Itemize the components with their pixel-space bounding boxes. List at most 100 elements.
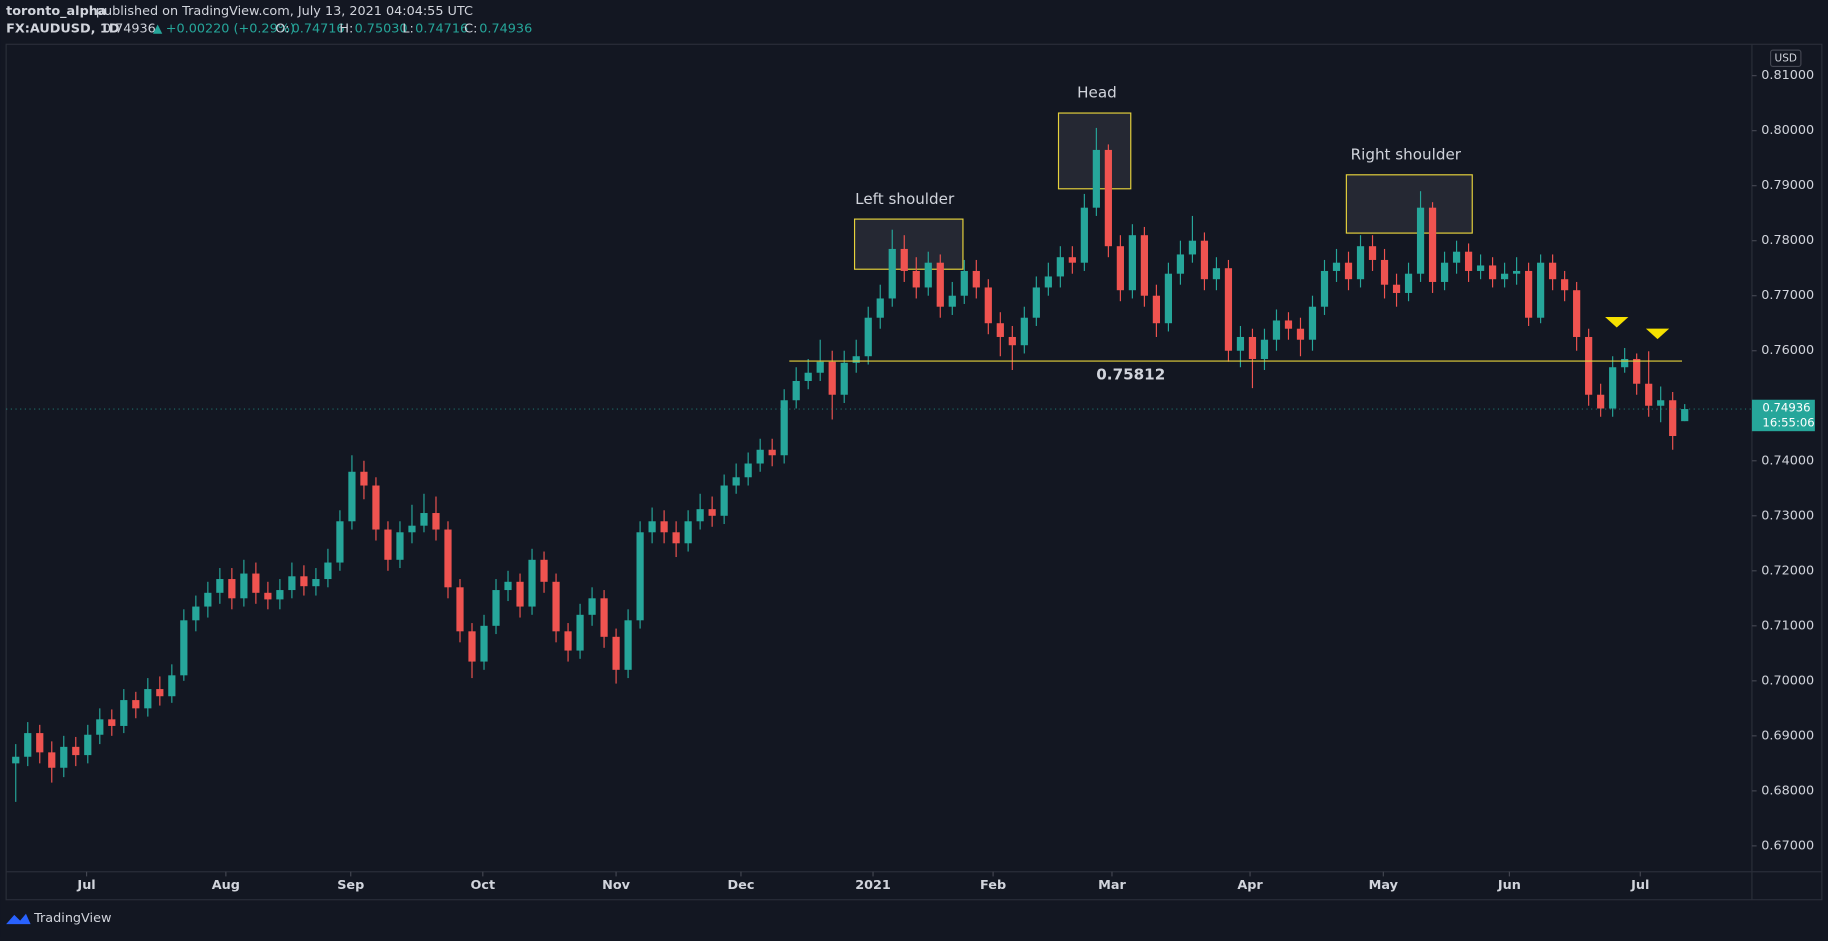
ohlc-key: C: bbox=[464, 22, 477, 37]
candle-body bbox=[168, 675, 176, 697]
candle-body bbox=[1056, 257, 1064, 277]
y-tick-label: 0.71000 bbox=[1761, 618, 1814, 633]
author[interactable]: toronto_alpha bbox=[6, 4, 106, 19]
x-tick-label: Apr bbox=[1237, 878, 1263, 893]
candle-body bbox=[288, 576, 296, 591]
candle-body bbox=[324, 562, 332, 580]
candle-body bbox=[1332, 262, 1341, 271]
candle-body bbox=[480, 625, 488, 662]
x-tick-label: Mar bbox=[1098, 878, 1126, 893]
candle-body bbox=[1404, 273, 1413, 293]
currency-box bbox=[1770, 49, 1802, 68]
candle-body bbox=[1260, 339, 1269, 359]
candle-body bbox=[1080, 207, 1088, 263]
candle-body bbox=[1032, 287, 1040, 318]
marker-triangle bbox=[1605, 316, 1629, 328]
candle-body bbox=[588, 598, 596, 615]
candle-body bbox=[624, 620, 632, 670]
candle-body bbox=[228, 579, 236, 599]
candle-body bbox=[576, 614, 584, 651]
candle-body bbox=[816, 361, 824, 373]
y-tick-label: 0.79000 bbox=[1761, 178, 1814, 193]
candle-body bbox=[1152, 295, 1160, 324]
ohlc-value: 0.74716 bbox=[415, 22, 468, 37]
candle-body bbox=[720, 485, 728, 516]
up-arrow bbox=[152, 24, 163, 34]
candle-body bbox=[1681, 409, 1689, 422]
candle-body bbox=[876, 298, 884, 318]
price-badge-label: 0.74936 bbox=[1762, 400, 1810, 414]
y-tick-label: 0.74000 bbox=[1761, 453, 1814, 468]
candle-body bbox=[888, 248, 896, 299]
candle-body bbox=[540, 559, 548, 582]
published: published on TradingView.com, July 13, 2… bbox=[96, 4, 473, 19]
candle-body bbox=[1585, 336, 1593, 395]
candle-body bbox=[276, 590, 284, 600]
candle-body bbox=[360, 471, 368, 486]
candle-body bbox=[180, 620, 188, 676]
candle-body bbox=[1272, 320, 1281, 340]
candle-body bbox=[84, 734, 92, 756]
candle-body bbox=[60, 746, 68, 768]
candle-body bbox=[1549, 262, 1557, 280]
candle-body bbox=[996, 323, 1004, 337]
candle-body bbox=[432, 513, 440, 530]
brand-name[interactable]: TradingView bbox=[33, 911, 111, 926]
price-badge bbox=[1751, 399, 1815, 432]
candle-body bbox=[1380, 259, 1389, 285]
y-tick-label: 0.78000 bbox=[1761, 233, 1814, 248]
candle-body bbox=[456, 587, 464, 632]
candle-body bbox=[1525, 270, 1533, 318]
candle-body bbox=[444, 529, 452, 588]
candle-body bbox=[1044, 276, 1052, 288]
last-price: 0.74936 bbox=[103, 22, 156, 37]
candle-body bbox=[1068, 257, 1076, 263]
candle-body bbox=[696, 509, 704, 522]
candle-body bbox=[1092, 149, 1100, 208]
candle-body bbox=[1212, 268, 1221, 280]
candle-body bbox=[1224, 268, 1233, 351]
candle-body bbox=[12, 756, 20, 764]
candle-body bbox=[24, 733, 32, 757]
candle-body bbox=[72, 746, 80, 756]
candle-body bbox=[528, 559, 536, 607]
candle-body bbox=[1284, 320, 1293, 329]
x-tick-label: Jul bbox=[1630, 878, 1649, 893]
candle-body bbox=[1513, 270, 1521, 274]
candle-body bbox=[1645, 383, 1653, 406]
shoulder-box bbox=[1345, 174, 1473, 234]
candle-body bbox=[468, 631, 476, 662]
candle-body bbox=[828, 361, 836, 395]
ohlc-key: L: bbox=[402, 22, 413, 37]
candle-body bbox=[1537, 262, 1545, 318]
candle-body bbox=[972, 270, 980, 288]
brand: TradingView bbox=[6, 911, 111, 926]
candle-body bbox=[1500, 273, 1509, 280]
candle-body bbox=[732, 477, 740, 486]
candle-body bbox=[1452, 251, 1461, 263]
candle-body bbox=[348, 471, 356, 522]
candle-body bbox=[684, 521, 692, 544]
annotation: Left shoulder bbox=[855, 190, 955, 208]
y-tick-label: 0.73000 bbox=[1761, 508, 1814, 523]
candle-body bbox=[1561, 279, 1569, 291]
candle-body bbox=[900, 248, 908, 271]
pattern-boxes: Left shoulder Head Right shoulder bbox=[853, 84, 1670, 340]
candle-body bbox=[1020, 317, 1028, 346]
candle-body bbox=[1428, 207, 1437, 282]
candle-body bbox=[396, 532, 404, 560]
y-tick-label: 0.76000 bbox=[1761, 343, 1814, 358]
candle-body bbox=[780, 400, 788, 456]
y-tick-label: 0.69000 bbox=[1761, 728, 1814, 743]
candle-body bbox=[1440, 262, 1449, 282]
y-tick-label: 0.72000 bbox=[1761, 563, 1814, 578]
x-tick-label: May bbox=[1369, 878, 1399, 893]
candle-body bbox=[1128, 235, 1136, 291]
ohlc-key: O: bbox=[275, 22, 289, 37]
candles bbox=[12, 127, 1689, 802]
candle-body bbox=[1008, 336, 1016, 346]
y-tick-label: 0.70000 bbox=[1761, 673, 1814, 688]
candle-body bbox=[1116, 246, 1124, 291]
candle-body bbox=[1488, 265, 1497, 280]
